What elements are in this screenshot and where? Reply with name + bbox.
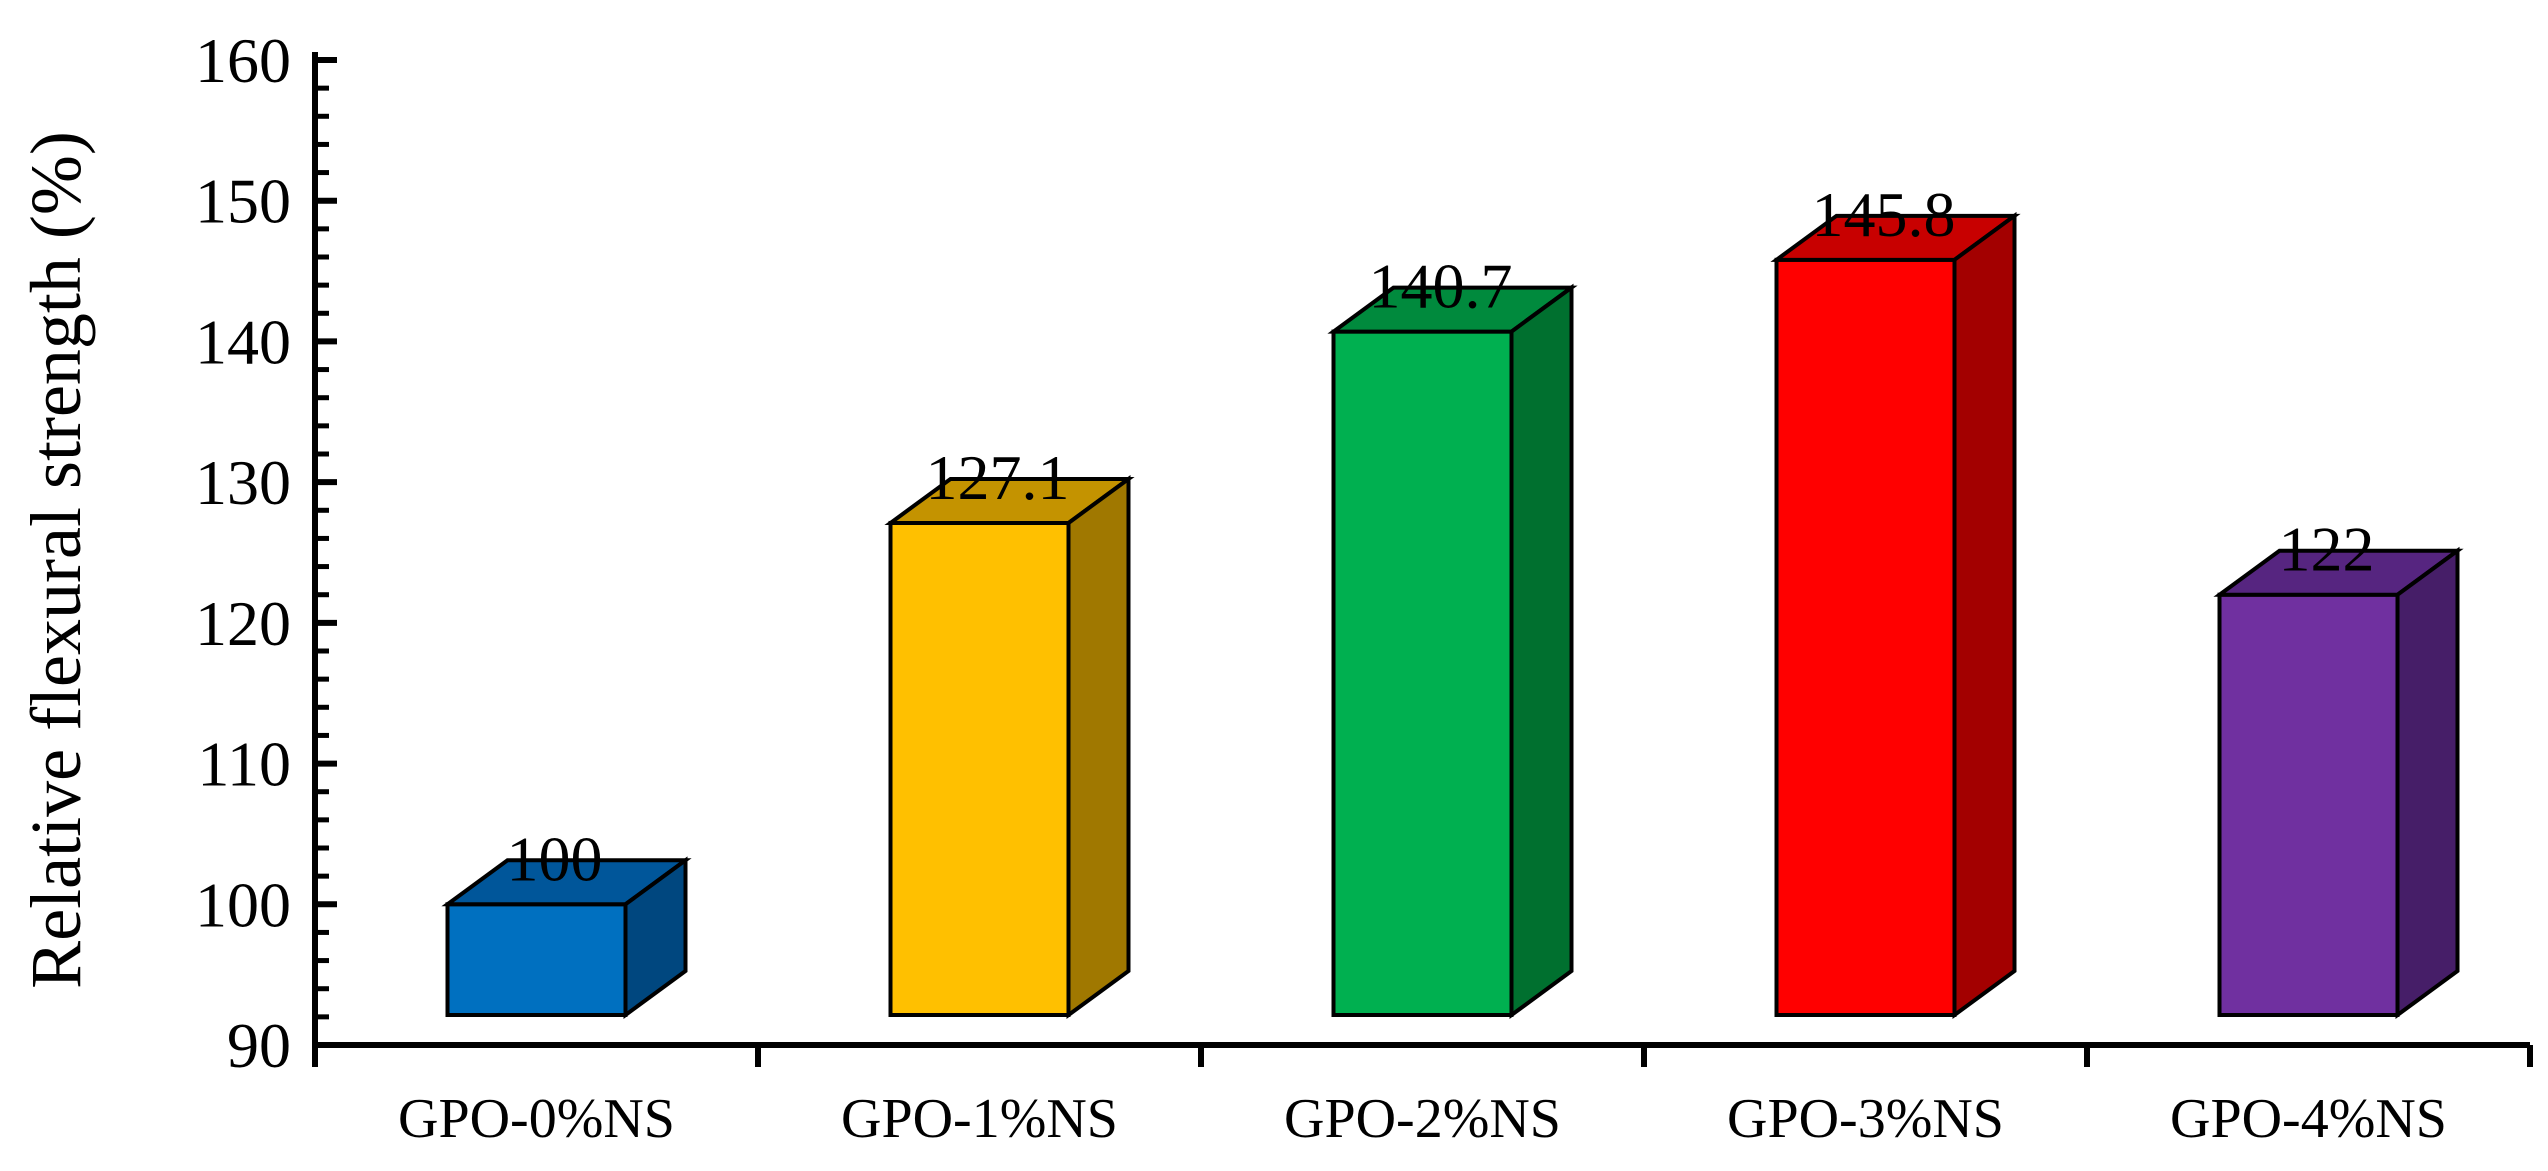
bar-GPO-1%NS xyxy=(884,475,1135,1019)
x-tick-label: GPO-3%NS xyxy=(1727,1088,2004,1150)
y-tick-label: 160 xyxy=(195,25,291,96)
bar-front xyxy=(1774,257,1957,1018)
axes-layer xyxy=(312,52,2533,1067)
value-label: 100 xyxy=(507,823,603,894)
y-tick-label: 150 xyxy=(195,166,291,237)
value-label: 127.1 xyxy=(926,442,1070,513)
bar-front xyxy=(888,520,1071,1017)
bar-front xyxy=(445,902,628,1017)
bar-GPO-3%NS xyxy=(1770,211,2021,1019)
y-tick-label: 110 xyxy=(197,729,291,800)
value-label: 122 xyxy=(2279,514,2375,585)
y-tick-label: 100 xyxy=(195,869,291,940)
bar-side xyxy=(623,856,688,1019)
bar-front xyxy=(1331,329,1514,1018)
y-tick-label: 130 xyxy=(195,447,291,518)
y-tick-label: 90 xyxy=(227,1010,291,1081)
x-tick-label: GPO-4%NS xyxy=(2170,1088,2447,1150)
bar-side xyxy=(2395,546,2460,1019)
value-label: 145.8 xyxy=(1812,179,1956,250)
bar-front xyxy=(2217,592,2400,1017)
bar-side xyxy=(1509,283,1574,1019)
y-tick-label: 120 xyxy=(195,588,291,659)
bar-GPO-4%NS xyxy=(2213,546,2464,1019)
value-label: 140.7 xyxy=(1369,251,1513,322)
bar-side xyxy=(1066,475,1131,1019)
bars-layer xyxy=(441,211,2464,1019)
x-tick-label: GPO-2%NS xyxy=(1284,1088,1561,1150)
bar-side xyxy=(1952,211,2017,1019)
y-tick-label: 140 xyxy=(195,306,291,377)
bar-GPO-2%NS xyxy=(1327,283,1578,1019)
x-tick-label: GPO-0%NS xyxy=(398,1088,675,1150)
labels-layer: 100 GPO-0%NS 127.1 GPO-1%NS 140.7 GPO-2%NS 145… xyxy=(195,25,2447,1150)
y-axis-title: Relative flexural strength (%) xyxy=(16,131,96,989)
bar-GPO-0%NS xyxy=(441,856,692,1019)
x-tick-label: GPO-1%NS xyxy=(841,1088,1118,1150)
